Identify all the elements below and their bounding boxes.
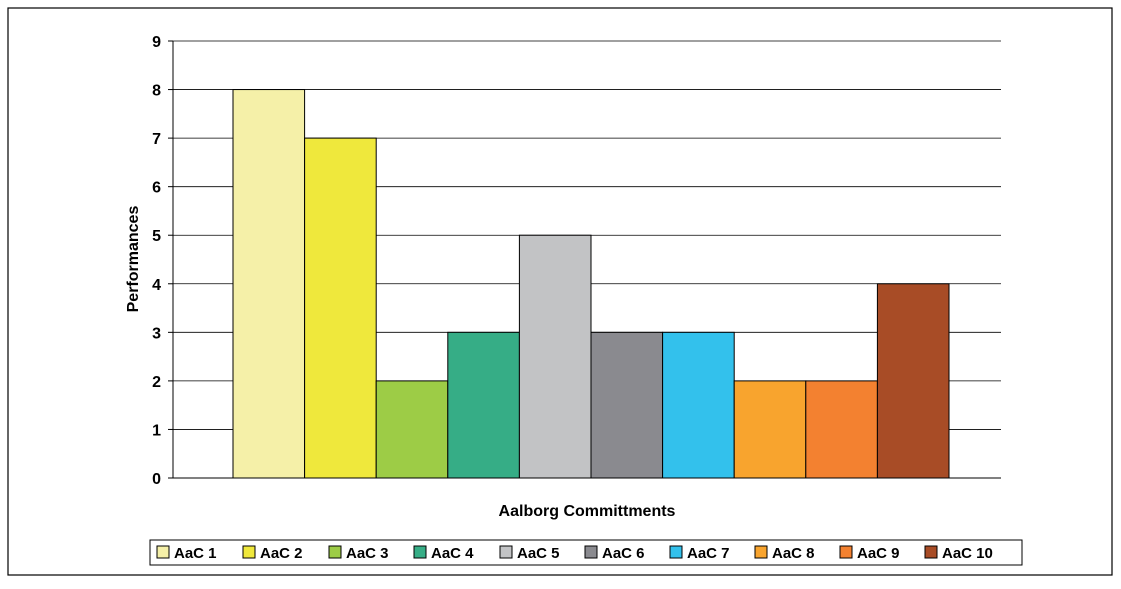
legend-label: AaC 6: [602, 545, 645, 562]
legend-swatch: [413, 545, 427, 559]
legend-swatch: [242, 545, 256, 559]
y-tick-labels: 0 1 2 3 4 5 6 7 8 9: [152, 34, 173, 488]
legend-label: AaC 10: [942, 545, 993, 562]
bars: [232, 89, 950, 479]
bar-aac-9: [805, 380, 878, 479]
x-axis-label: Aalborg Committments: [499, 503, 676, 520]
legend-swatch: [328, 545, 342, 559]
axes: [172, 41, 1001, 479]
legend-swatch: [156, 545, 170, 559]
y-tick-label: 7: [152, 131, 161, 148]
legend-label: AaC 2: [260, 545, 303, 562]
y-tick-label: 3: [152, 325, 161, 342]
y-tick-label: 6: [152, 180, 161, 197]
legend-swatch: [584, 545, 598, 559]
legend-swatch: [499, 545, 513, 559]
bar-aac-8: [733, 380, 807, 479]
legend-swatch: [754, 545, 768, 559]
y-tick-label: 4: [152, 277, 161, 294]
legend-swatch: [839, 545, 853, 559]
legend-label: AaC 7: [687, 545, 730, 562]
y-tick-label: 8: [152, 83, 161, 100]
legend: AaC 1 AaC 2 AaC 3 AaC 4 AaC 5 AaC 6 AaC 7 AaC 8…: [156, 545, 993, 562]
y-tick-label: 5: [152, 228, 161, 245]
bar-aac-4: [447, 331, 520, 479]
y-tick-label: 1: [152, 422, 161, 439]
legend-label: AaC 3: [346, 545, 389, 562]
legend-swatch: [924, 545, 938, 559]
y-axis-label: Performances: [125, 206, 142, 313]
legend-label: AaC 9: [857, 545, 900, 562]
legend-label: AaC 1: [174, 545, 217, 562]
legend-label: AaC 4: [431, 545, 474, 562]
bar-aac-5: [518, 234, 592, 479]
bar-aac-6: [590, 331, 664, 479]
y-tick-label: 0: [152, 471, 161, 488]
y-tick-label: 2: [152, 374, 161, 391]
bar-aac-1: [232, 89, 306, 479]
legend-swatch: [669, 545, 683, 559]
y-tick-label: 9: [152, 34, 161, 51]
bar-aac-7: [662, 331, 735, 479]
legend-label: AaC 5: [517, 545, 560, 562]
bar-aac-10: [876, 283, 950, 479]
bar-aac-2: [304, 137, 377, 479]
legend-label: AaC 8: [772, 545, 815, 562]
bar-aac-3: [375, 380, 449, 479]
